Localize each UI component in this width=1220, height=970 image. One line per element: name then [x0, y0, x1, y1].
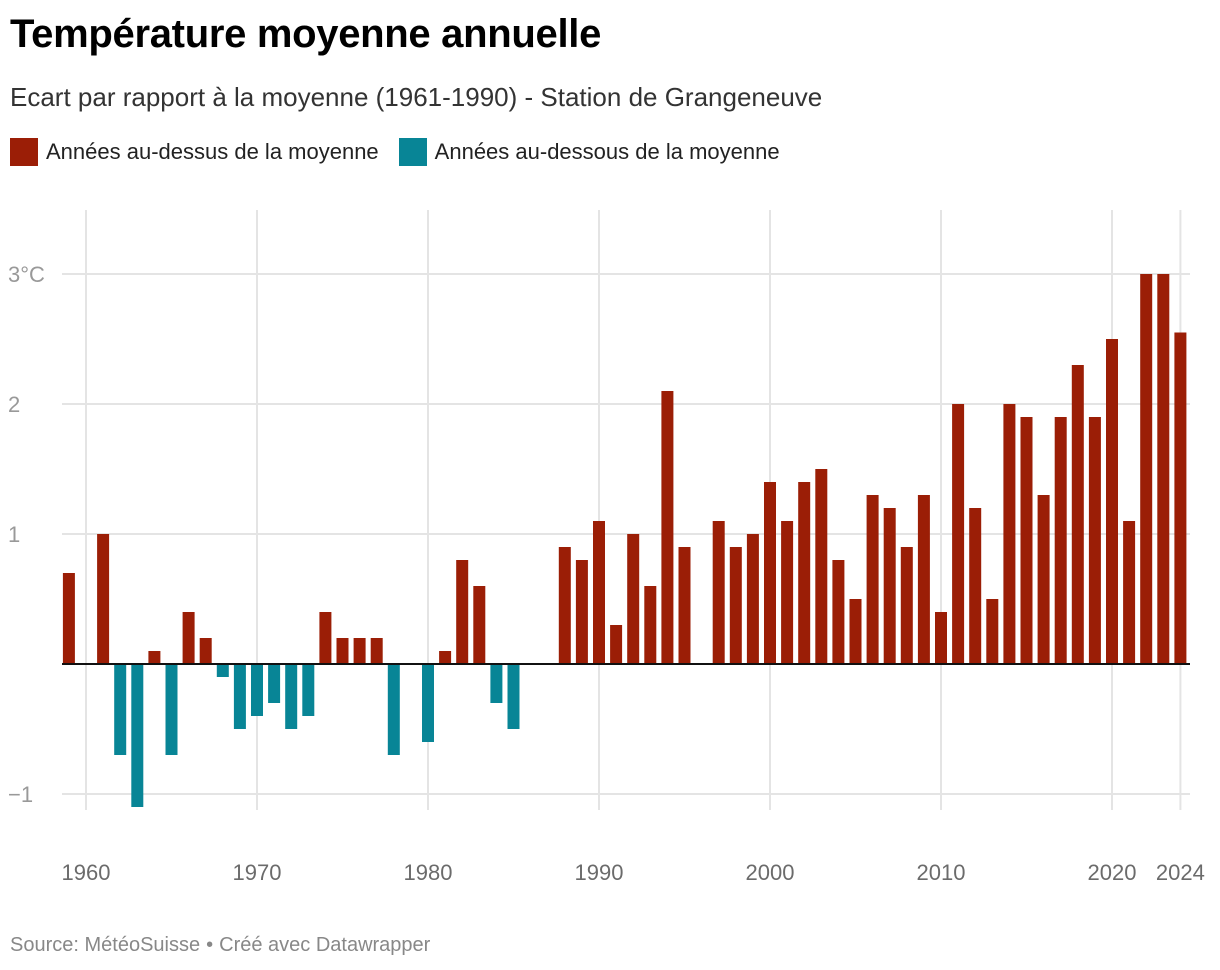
- bar-1966: [182, 612, 195, 664]
- bar-1964: [148, 651, 161, 664]
- bar-1959: [62, 573, 75, 664]
- legend-label-below: Années au-dessous de la moyenne: [434, 139, 780, 164]
- x-tick-label-2020: 2020: [1088, 860, 1137, 885]
- chart-subtitle: Ecart par rapport à la moyenne (1961-199…: [10, 82, 823, 112]
- bar-2021: [1123, 521, 1136, 664]
- legend-swatch-above: [10, 138, 38, 166]
- bar-1965: [165, 664, 178, 755]
- legend-item-above: Années au-dessus de la moyenne: [10, 138, 379, 166]
- bar-1962: [114, 664, 127, 755]
- x-tick-label-1980: 1980: [404, 860, 453, 885]
- bar-1985: [507, 664, 520, 729]
- temperature-bar-chart: −1 1 2 3°C 1960 1970 1980 1990 2000 2010 2020 2024: [8, 210, 1205, 885]
- datawrapper-credit: Créé avec Datawrapper: [219, 934, 431, 956]
- bar-1967: [199, 638, 212, 664]
- y-tick-label-1: 1: [8, 522, 20, 547]
- bar-1981: [439, 651, 452, 664]
- bar-2007: [883, 508, 896, 664]
- bar-2003: [815, 469, 828, 664]
- bar-2024: [1174, 332, 1187, 664]
- y-tick-label-2: 2: [8, 392, 20, 417]
- bar-1978: [387, 664, 400, 755]
- y-tick-label--1: −1: [8, 782, 33, 807]
- bar-1997: [712, 521, 725, 664]
- bar-1990: [593, 521, 605, 664]
- legend-swatch-below: [398, 138, 427, 166]
- bar-2000: [764, 482, 776, 664]
- bar-1972: [285, 664, 298, 729]
- bar-1971: [268, 664, 281, 703]
- bar-2011: [952, 404, 965, 664]
- footer: Source: MétéoSuisse • Créé avec Datawrappe…: [10, 934, 430, 957]
- bar-2023: [1157, 274, 1170, 664]
- bar-1993: [644, 586, 657, 664]
- bar-2008: [900, 547, 913, 664]
- x-tick-label-1960: 1960: [62, 860, 111, 885]
- bar-1976: [353, 638, 366, 664]
- bar-1991: [610, 625, 623, 664]
- source-credit: Source: MétéoSuisse: [10, 934, 201, 956]
- bar-2002: [798, 482, 811, 664]
- legend-label-above: Années au-dessus de la moyenne: [46, 139, 379, 164]
- bar-1999: [746, 534, 759, 664]
- bar-2005: [849, 599, 862, 664]
- x-tick-label-2024: 2024: [1156, 860, 1205, 885]
- bar-1998: [729, 547, 742, 664]
- legend-item-below: Années au-dessous de la moyenne: [398, 138, 780, 166]
- bar-2015: [1020, 417, 1033, 664]
- bar-1968: [216, 664, 229, 677]
- bar-1995: [678, 547, 691, 664]
- chart-title: Température moyenne annuelle: [10, 12, 602, 56]
- bar-1988: [558, 547, 571, 664]
- bar-1992: [627, 534, 640, 664]
- bar-2010: [935, 612, 947, 664]
- bar-1984: [490, 664, 503, 703]
- bar-1989: [575, 560, 588, 664]
- y-tick-label-3: 3°C: [8, 262, 45, 287]
- bar-1973: [302, 664, 315, 716]
- bar-2004: [832, 560, 845, 664]
- bar-1969: [233, 664, 246, 729]
- bar-2017: [1054, 417, 1067, 664]
- x-tick-label-1990: 1990: [575, 860, 624, 885]
- bar-2001: [781, 521, 794, 664]
- bar-2020: [1106, 339, 1118, 664]
- bar-1974: [319, 612, 332, 664]
- bar-2009: [917, 495, 930, 664]
- bar-2013: [986, 599, 999, 664]
- bar-2016: [1037, 495, 1050, 664]
- bar-1970: [251, 664, 263, 716]
- bar-1975: [336, 638, 349, 664]
- bar-2018: [1071, 365, 1084, 664]
- bar-1980: [422, 664, 434, 742]
- x-tick-label-2000: 2000: [746, 860, 795, 885]
- x-tick-label-2010: 2010: [917, 860, 966, 885]
- bar-1963: [131, 664, 144, 807]
- bar-1977: [370, 638, 383, 664]
- bar-1983: [473, 586, 486, 664]
- bar-2022: [1140, 274, 1153, 664]
- legend: Années au-dessus de la moyenne Années au…: [10, 138, 800, 166]
- bar-2019: [1088, 417, 1101, 664]
- bar-1994: [661, 391, 674, 664]
- bar-2014: [1003, 404, 1016, 664]
- x-tick-label-1970: 1970: [233, 860, 282, 885]
- bar-1982: [456, 560, 469, 664]
- bar-2006: [866, 495, 879, 664]
- footer-separator: •: [206, 934, 214, 956]
- bar-1961: [97, 534, 110, 664]
- bar-2012: [969, 508, 982, 664]
